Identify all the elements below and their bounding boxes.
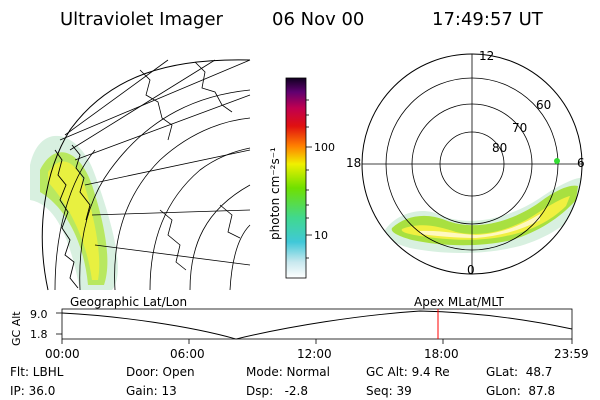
colorbar-unit-label: photon cm⁻²s⁻¹	[268, 147, 282, 240]
magnetic-panel-label: Apex MLat/MLT	[414, 295, 504, 309]
altitude-xtick-0000: 00:00	[45, 347, 80, 361]
polar-plot	[361, 53, 583, 275]
info-glon: GLon: 87.8	[486, 384, 555, 398]
altitude-curve	[61, 310, 573, 340]
header-date: 06 Nov 00	[272, 9, 364, 30]
header-time: 17:49:57 UT	[432, 9, 544, 30]
info-door: Door: Open	[126, 365, 195, 379]
geographic-map	[30, 59, 251, 291]
altitude-xtick-1200: 12:00	[297, 347, 332, 361]
geographic-panel-label: Geographic Lat/Lon	[70, 295, 187, 309]
mlt-label-18: 18	[346, 156, 361, 170]
colorbar-tick-100: 100	[314, 141, 335, 154]
mlat-label-60: 60	[536, 98, 551, 112]
info-dsp: Dsp: -2.8	[246, 384, 308, 398]
header-title: Ultraviolet Imager	[60, 9, 224, 30]
altitude-xtick-1800: 18:00	[424, 347, 459, 361]
mlt-label-6: 6	[577, 156, 585, 170]
colorbar-tick-10: 10	[314, 229, 328, 242]
altitude-plot	[56, 308, 573, 344]
colorbar	[285, 77, 307, 279]
altitude-ytick-9: 9.0	[30, 308, 48, 321]
altitude-xtick-2359: 23:59	[554, 347, 589, 361]
satellite-position-marker	[554, 158, 560, 164]
info-ip: IP: 36.0	[10, 384, 55, 398]
mlat-label-70: 70	[512, 121, 527, 135]
info-mode: Mode: Normal	[246, 365, 330, 379]
colorbar-ticks	[306, 99, 312, 259]
coastline	[54, 149, 79, 289]
mlat-label-80: 80	[492, 141, 507, 155]
info-gain: Gain: 13	[126, 384, 177, 398]
info-filter: Flt: LBHL	[10, 365, 64, 379]
info-glat: GLat: 48.7	[486, 365, 552, 379]
mlt-label-12: 12	[479, 49, 494, 63]
info-seq: Seq: 39	[366, 384, 412, 398]
altitude-xtick-0600: 06:00	[170, 347, 205, 361]
mlt-label-0: 0	[467, 263, 475, 277]
altitude-ytick-1-8: 1.8	[30, 328, 48, 341]
altitude-ylabel: GC Alt	[10, 311, 23, 346]
info-gc-alt: GC Alt: 9.4 Re	[366, 365, 450, 379]
